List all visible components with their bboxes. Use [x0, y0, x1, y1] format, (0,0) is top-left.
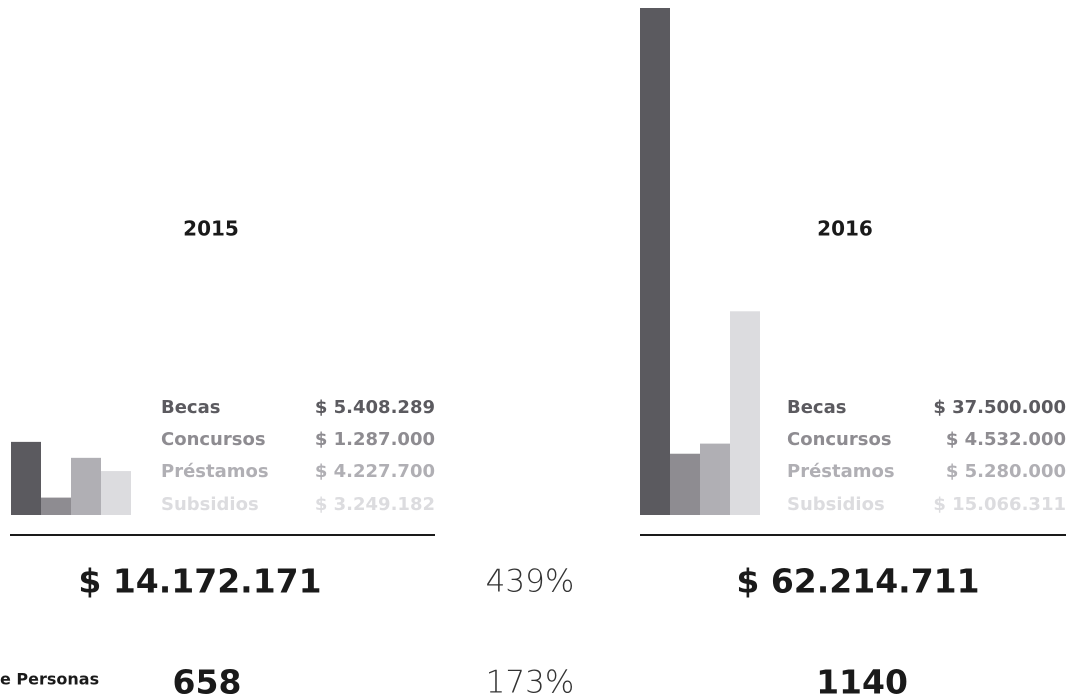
value-label: $ 4.532.000: [946, 429, 1066, 450]
legend-category: Préstamos: [787, 461, 895, 482]
legend-category: Becas: [161, 397, 220, 418]
total: $ 62.214.711: [736, 562, 979, 601]
people-label: e Personas: [0, 670, 99, 689]
people-2016: 1140: [816, 663, 908, 696]
bar: [11, 441, 41, 515]
legend-category: Subsidios: [161, 494, 259, 515]
legend-category: Becas: [787, 397, 846, 418]
value-label: $ 15.066.311: [933, 494, 1066, 515]
bar: [41, 497, 71, 515]
chart-title: 2015: [183, 217, 239, 241]
people-2015: 658: [173, 663, 242, 696]
value-label: $ 37.500.000: [933, 397, 1066, 418]
bar: [670, 453, 700, 515]
value-label: $ 5.280.000: [946, 461, 1066, 482]
bar: [700, 443, 730, 515]
legend-category: Concursos: [787, 429, 892, 450]
amount-change: 439%: [486, 564, 575, 600]
bar: [101, 471, 131, 515]
bar: [640, 8, 670, 515]
legend-category: Subsidios: [787, 494, 885, 515]
bar: [730, 311, 760, 515]
value-label: $ 5.408.289: [315, 397, 435, 418]
people-change: 173%: [486, 665, 575, 696]
legend-category: Préstamos: [161, 461, 269, 482]
chart-title: 2016: [817, 217, 873, 241]
bar: [71, 457, 101, 515]
total: $ 14.172.171: [78, 562, 321, 601]
value-label: $ 4.227.700: [315, 461, 435, 482]
value-label: $ 3.249.182: [315, 494, 435, 515]
value-label: $ 1.287.000: [315, 429, 435, 450]
legend-category: Concursos: [161, 429, 266, 450]
